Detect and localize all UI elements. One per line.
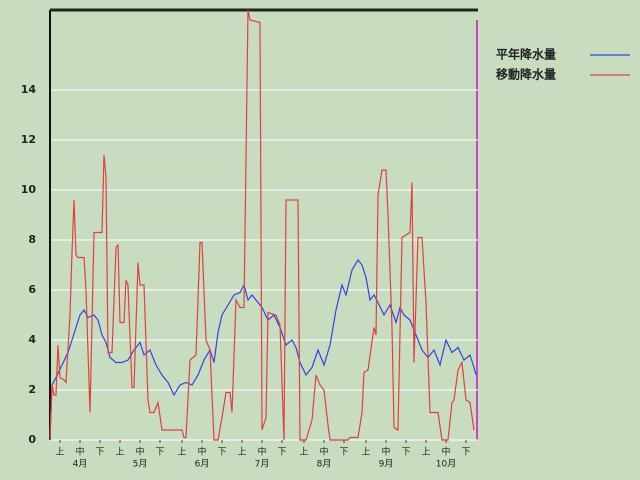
month-label: 10月 [436, 459, 456, 470]
month-label: 7月 [255, 459, 270, 470]
x-tick-label: 上 [299, 447, 308, 458]
month-label: 9月 [379, 459, 394, 470]
y-tick-label: 6 [28, 283, 36, 296]
y-tick-label: 0 [28, 433, 36, 446]
month-label: 4月 [73, 459, 88, 470]
y-tick-label: 4 [28, 333, 36, 346]
y-tick-label: 8 [28, 233, 36, 246]
x-tick-label: 下 [401, 448, 410, 458]
x-tick-label: 下 [461, 448, 470, 458]
x-tick-label: 上 [55, 447, 64, 458]
x-tick-label: 上 [421, 447, 430, 458]
month-label: 8月 [317, 459, 332, 470]
x-tick-label: 中 [257, 446, 266, 458]
y-tick-label: 10 [21, 183, 37, 196]
x-tick-label: 上 [361, 447, 370, 458]
x-tick-label: 中 [197, 446, 206, 458]
x-tick-label: 下 [155, 448, 164, 458]
x-tick-label: 中 [441, 446, 450, 458]
x-tick-label: 中 [75, 446, 84, 458]
legend-label: 移動降水量 [496, 67, 556, 82]
month-label: 5月 [133, 459, 148, 470]
x-tick-label: 上 [177, 447, 186, 458]
x-tick-label: 下 [277, 448, 286, 458]
x-tick-label: 中 [319, 446, 328, 458]
x-tick-label: 下 [339, 448, 348, 458]
x-tick-label: 上 [237, 447, 246, 458]
x-tick-label: 上 [115, 447, 124, 458]
y-tick-label: 2 [28, 383, 36, 396]
legend-label: 平年降水量 [496, 47, 556, 62]
x-tick-label: 中 [135, 446, 144, 458]
series-line [49, 9, 475, 441]
x-tick-label: 下 [95, 448, 104, 458]
y-tick-label: 12 [21, 133, 36, 146]
y-tick-label: 14 [21, 83, 37, 96]
x-tick-label: 下 [217, 448, 226, 458]
month-label: 6月 [195, 459, 210, 470]
x-tick-label: 中 [381, 446, 390, 458]
